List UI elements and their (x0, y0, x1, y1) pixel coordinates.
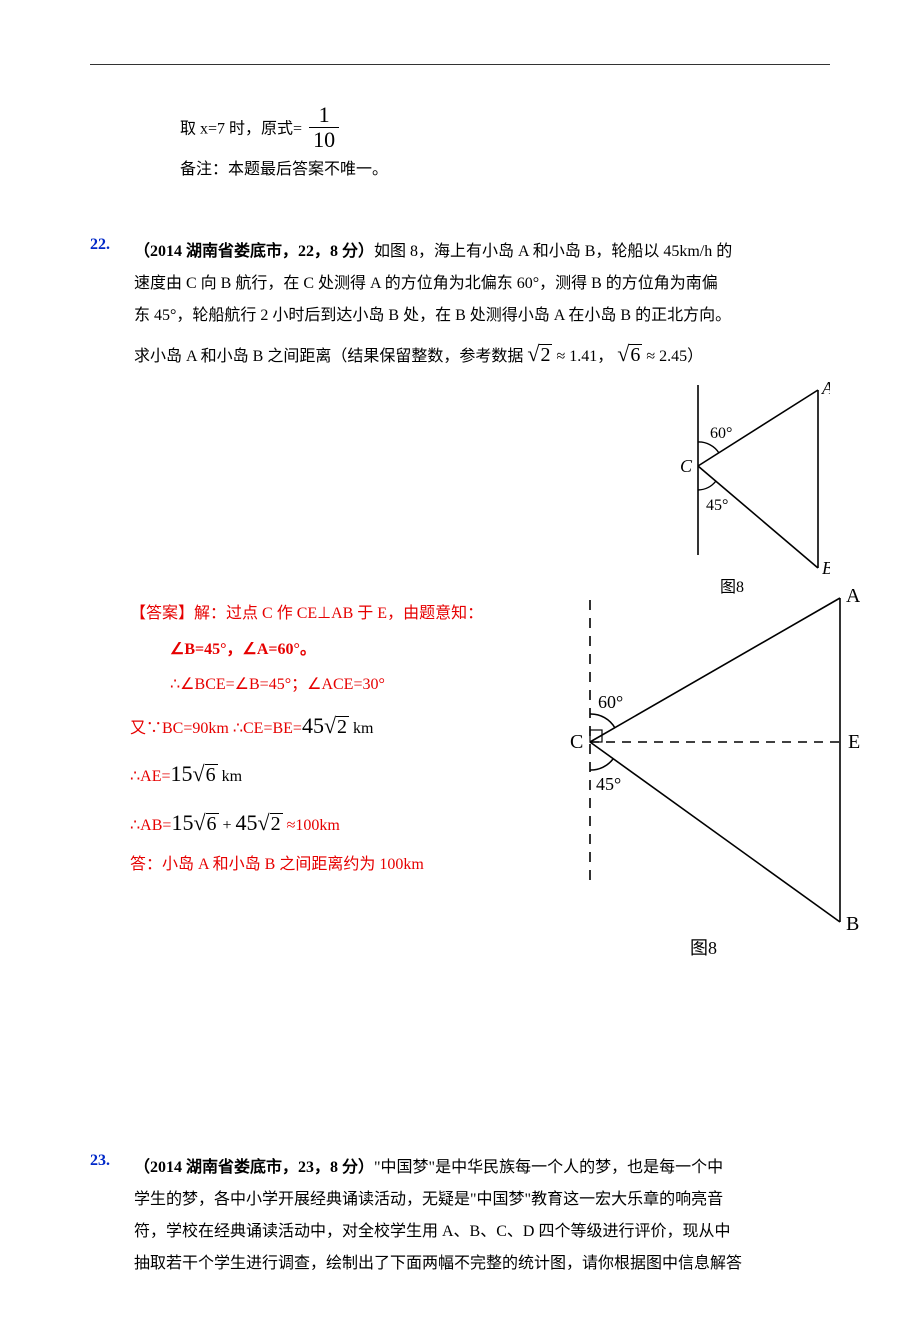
ans-l5-sqrt: 6 (193, 764, 218, 786)
question-22: 22. （2014 湖南省娄底市，22，8 分）如图 8，海上有小岛 A 和小岛… (90, 236, 830, 376)
ans-l6-plus: + (219, 817, 236, 834)
q23-p1c: 符，学校在经典诵读活动中，对全校学生用 A、B、C、D 四个等级进行评价，现从中 (134, 1223, 730, 1240)
ans-l5-pre: ∴AE= (130, 768, 171, 785)
fig8b-B: B (846, 913, 859, 935)
q22-number: 22. (90, 236, 130, 254)
sqrt2: 2 (527, 344, 552, 366)
intro-note: 备注：本题最后答案不唯一。 (180, 154, 830, 186)
fig8b-A: A (846, 585, 860, 607)
ans-l4-sqrt: 2 (324, 716, 349, 738)
fig8b-E: E (848, 731, 860, 753)
ans-l6-c2: 45 (236, 810, 258, 835)
ans-l4-unit: km (349, 720, 373, 737)
ans-l4-pre: 又∵BC=90km ∴CE=BE= (130, 720, 302, 737)
q22-source: （2014 湖南省娄底市，22，8 分） (134, 243, 374, 260)
figure-8a-svg: A B C 60° 45° 图8 (640, 380, 830, 595)
q23-source: （2014 湖南省娄底市，23，8 分） (134, 1159, 374, 1176)
question-23: 23. （2014 湖南省娄底市，23，8 分）"中国梦"是中华民族每一个人的梦… (90, 1152, 830, 1280)
ans-l6-post: ≈100km (283, 817, 340, 834)
fig8b-60: 60° (598, 692, 623, 712)
q22-p1a: 如图 8，海上有小岛 A 和小岛 B，轮船以 45km/h 的 (374, 243, 732, 260)
figure-8b: A B C E 60° 45° 图8 (530, 580, 860, 965)
fig8b-caption: 图8 (690, 938, 717, 958)
intro-block: 取 x=7 时，原式= 1 10 备注：本题最后答案不唯一。 (180, 105, 830, 186)
fraction-1-10: 1 10 (309, 103, 339, 152)
q22-body: （2014 湖南省娄底市，22，8 分）如图 8，海上有小岛 A 和小岛 B，轮… (134, 236, 814, 376)
fig8b-C: C (570, 731, 583, 753)
ans-l6-c1: 15 (171, 810, 193, 835)
figure-8b-svg: A B C E 60° 45° 图8 (530, 580, 860, 960)
fig8a-C: C (680, 456, 693, 476)
q23-number: 23. (90, 1152, 130, 1170)
q23-p1a: "中国梦"是中华民族每一个人的梦，也是每一个中 (374, 1159, 723, 1176)
fig8a-60: 60° (710, 425, 732, 442)
top-rule (90, 64, 830, 65)
frac-den: 10 (309, 128, 339, 152)
q23-p1d: 抽取若干个学生进行调查，绘制出了下面两幅不完整的统计图，请你根据图中信息解答 (134, 1255, 742, 1272)
q22-approx6: ≈ 2.45） (642, 348, 703, 365)
fig8a-B: B (822, 558, 830, 578)
figure-8a: A B C 60° 45° 图8 (640, 380, 830, 600)
q23-body: （2014 湖南省娄底市，23，8 分）"中国梦"是中华民族每一个人的梦，也是每… (134, 1152, 814, 1280)
q22-p1b: 速度由 C 向 B 航行，在 C 处测得 A 的方位角为北偏东 60°，测得 B… (134, 275, 718, 292)
page: 取 x=7 时，原式= 1 10 备注：本题最后答案不唯一。 22. （2014… (0, 0, 920, 1320)
ans-l6-sq1: 6 (193, 813, 218, 835)
ans-l4-coef: 45 (302, 713, 324, 738)
ans-l5-coef: 15 (171, 761, 193, 786)
ans-l6-sq2: 2 (258, 813, 283, 835)
q22-p2a: 求小岛 A 和小岛 B 之间距离（结果保留整数，参考数据 (134, 348, 523, 365)
ans-l5-unit: km (218, 768, 242, 785)
sqrt6: 6 (617, 344, 642, 366)
q22-approx2: ≈ 1.41， (552, 348, 613, 365)
fig8a-45: 45° (706, 497, 728, 514)
spacer (90, 186, 830, 236)
ans-l1-text: 解：过点 C 作 CE⊥AB 于 E，由题意知： (194, 605, 483, 622)
fig8a-A: A (821, 380, 830, 398)
q22-p1c: 东 45°，轮船航行 2 小时后到达小岛 B 处，在 B 处测得小岛 A 在小岛… (134, 307, 731, 324)
fig8b-45: 45° (596, 774, 621, 794)
ans-label: 【答案】 (130, 605, 194, 622)
intro-line1-text: 取 x=7 时，原式= (180, 120, 302, 137)
frac-num: 1 (309, 103, 339, 128)
q23-p1b: 学生的梦，各中小学开展经典诵读活动，无疑是"中国梦"教育这一宏大乐章的响亮音 (134, 1191, 723, 1208)
intro-line1: 取 x=7 时，原式= 1 10 (180, 105, 830, 154)
ans-l6-pre: ∴AB= (130, 817, 171, 834)
